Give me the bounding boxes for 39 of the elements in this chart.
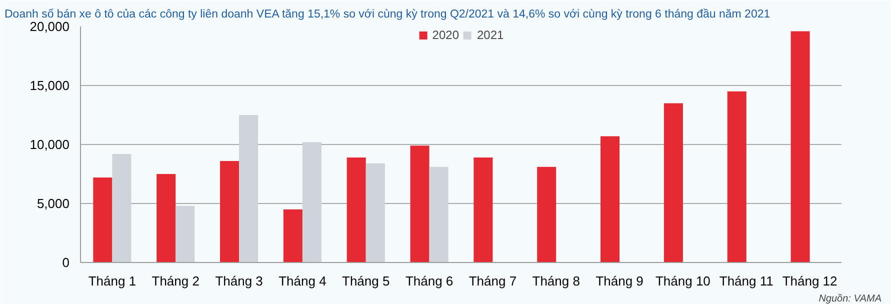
bar <box>474 157 493 262</box>
bar <box>302 142 322 262</box>
x-tick-label: Tháng 6 <box>405 274 454 288</box>
bar <box>664 103 683 262</box>
bar <box>112 154 132 262</box>
x-tick-label: Tháng 12 <box>782 274 838 288</box>
bar <box>93 178 112 262</box>
bar <box>346 157 366 262</box>
bar <box>727 91 746 262</box>
x-tick-label: Tháng 3 <box>215 274 263 288</box>
bar <box>410 146 430 262</box>
x-tick-label: Tháng 8 <box>532 274 580 288</box>
x-tick-label: Tháng 5 <box>342 274 390 288</box>
x-tick-label: Tháng 4 <box>278 274 326 288</box>
bar <box>429 166 448 262</box>
bar <box>176 206 195 262</box>
legend-label: 2020 <box>432 28 459 42</box>
x-tick-label: Tháng 9 <box>596 274 644 288</box>
y-tick-label: 15,000 <box>30 78 70 93</box>
y-tick-label: 0 <box>62 255 70 270</box>
bar <box>600 136 620 262</box>
x-tick-label: Tháng 10 <box>655 274 710 288</box>
x-tick-label: Tháng 11 <box>719 274 774 288</box>
text: Nguồn: VAMA <box>818 294 882 304</box>
bar <box>220 161 240 262</box>
y-tick-label: 20,000 <box>30 19 70 34</box>
bar <box>283 209 302 262</box>
bar <box>366 163 385 262</box>
chart-title: Doanh số bán xe ô tô của các công ty liên doanh VEA tăng 15,1% so với cùng kỳ trong Q2/2021 và 14,6% so với cùng kỳ trong 6 tháng đầu năm 2021 <box>4 8 770 20</box>
bar <box>156 174 176 262</box>
x-tick-label: Tháng 1 <box>88 274 136 288</box>
x-tick-label: Tháng 7 <box>468 274 517 288</box>
x-tick-label: Tháng 2 <box>152 274 200 288</box>
bar <box>790 31 810 262</box>
bar <box>537 166 556 262</box>
bar <box>239 115 258 262</box>
y-tick-label: 5,000 <box>36 196 70 211</box>
legend-label: 2021 <box>477 28 504 42</box>
y-tick-label: 10,000 <box>30 137 70 152</box>
